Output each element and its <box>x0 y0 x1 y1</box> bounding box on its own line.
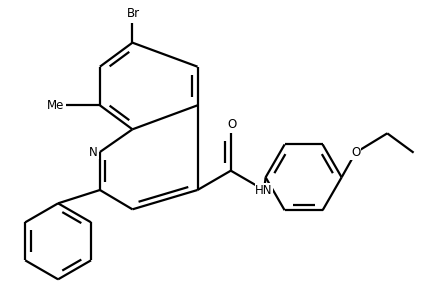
Text: Br: Br <box>127 7 140 20</box>
Text: N: N <box>89 145 98 158</box>
Text: HN: HN <box>255 183 273 196</box>
Text: O: O <box>351 146 360 159</box>
Text: O: O <box>227 118 236 131</box>
Text: Me: Me <box>46 99 64 112</box>
